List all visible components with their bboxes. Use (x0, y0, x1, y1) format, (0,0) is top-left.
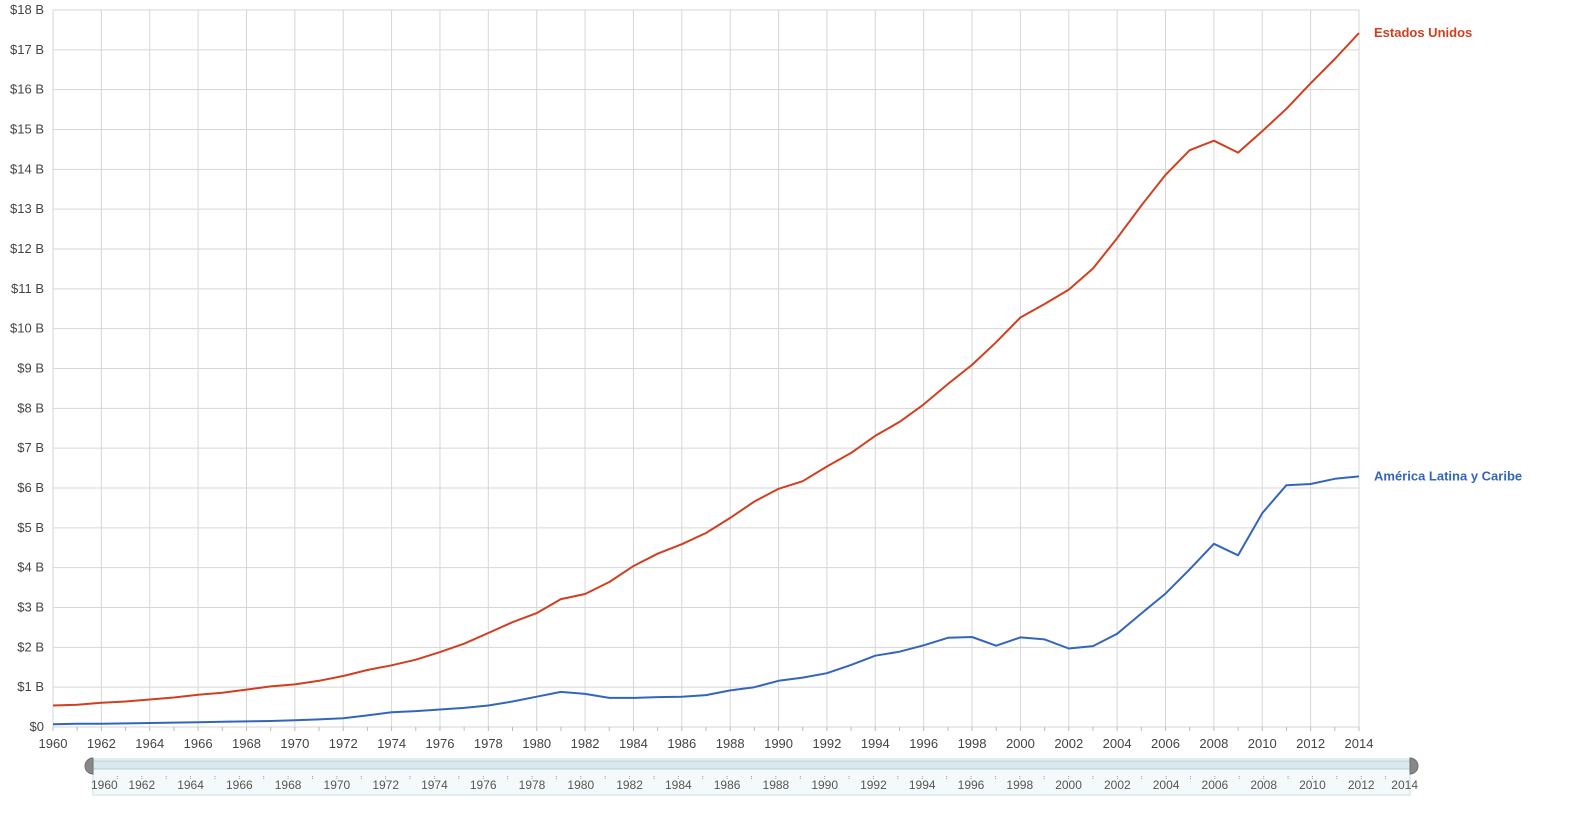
y-tick-label: $16 B (10, 82, 44, 97)
navigator-label: 2008 (1250, 778, 1277, 792)
navigator-label: 1964 (177, 778, 204, 792)
navigator-label: 1990 (811, 778, 838, 792)
x-tick-label: 1996 (909, 736, 938, 751)
x-tick-label: 1962 (87, 736, 116, 751)
navigator-label: 2010 (1299, 778, 1326, 792)
navigator-label: 2006 (1202, 778, 1229, 792)
grid (52, 9, 1360, 728)
y-tick-label: $6 B (17, 480, 44, 495)
time-range-navigator[interactable]: 1962 1964 1966 1968 1970 1972 1974 1976 1978 1980… (84, 757, 1419, 796)
navigator-label: 1966 (226, 778, 253, 792)
navigator-selected-range[interactable] (92, 760, 1411, 770)
navigator-label: 1974 (421, 778, 448, 792)
y-tick-label: $5 B (17, 520, 44, 535)
y-tick-label: $17 B (10, 42, 44, 57)
navigator-label: 1976 (470, 778, 497, 792)
navigator-label: 2000 (1055, 778, 1082, 792)
series-group: Estados Unidos América Latina y Caribe (52, 25, 1522, 726)
y-tick-label: $10 B (10, 321, 44, 336)
navigator-label: 1994 (909, 778, 936, 792)
y-tick-label: $18 B (10, 2, 44, 17)
navigator-label: 2004 (1153, 778, 1180, 792)
y-tick-label: $3 B (17, 600, 44, 615)
x-tick-label: 1990 (764, 736, 793, 751)
y-tick-label: $12 B (10, 241, 44, 256)
x-tick-label: 1992 (812, 736, 841, 751)
x-tick-label: 2010 (1248, 736, 1277, 751)
y-tick-label: $8 B (17, 400, 44, 415)
navigator-left-handle[interactable] (84, 757, 94, 775)
y-tick-label: $13 B (10, 201, 44, 216)
x-tick-label: 1978 (474, 736, 503, 751)
y-tick-label: $7 B (17, 440, 44, 455)
navigator-label: 1996 (958, 778, 985, 792)
y-axis: $0 $1 B $2 B $3 B $4 B $5 B $6 B $7 B $8 B $9 B $1… (10, 2, 44, 734)
x-tick-label: 1984 (619, 736, 648, 751)
x-tick-label: 2014 (1345, 736, 1374, 751)
navigator-label: 1986 (714, 778, 741, 792)
y-tick-label: $0 (30, 719, 44, 734)
navigator-label: 1972 (372, 778, 399, 792)
y-tick-label: $4 B (17, 560, 44, 575)
y-tick-label: $14 B (10, 161, 44, 176)
x-tick-label: 1968 (232, 736, 261, 751)
x-tick-label: 2004 (1103, 736, 1132, 751)
x-tick-label: 2012 (1296, 736, 1325, 751)
y-tick-label: $15 B (10, 122, 44, 137)
series-label-1: América Latina y Caribe (1374, 468, 1522, 483)
navigator-range-end: 2014 (1391, 778, 1418, 792)
x-tick-label: 1988 (716, 736, 745, 751)
series-line-0 (52, 32, 1360, 707)
series-label-0: Estados Unidos (1374, 25, 1472, 40)
y-tick-label: $1 B (17, 679, 44, 694)
navigator-label: 1980 (567, 778, 594, 792)
x-tick-label: 1960 (39, 736, 68, 751)
navigator-label: 1992 (860, 778, 887, 792)
navigator-label: 1968 (275, 778, 302, 792)
x-tick-label: 1982 (571, 736, 600, 751)
navigator-right-handle[interactable] (1409, 757, 1419, 775)
x-tick-label: 1972 (329, 736, 358, 751)
x-tick-label: 1986 (667, 736, 696, 751)
x-tick-label: 1998 (958, 736, 987, 751)
navigator-label: 1984 (665, 778, 692, 792)
x-tick-label: 1970 (280, 736, 309, 751)
navigator-label: 1988 (763, 778, 790, 792)
x-tick-label: 2006 (1151, 736, 1180, 751)
navigator-label: 1970 (324, 778, 351, 792)
x-tick-label: 2008 (1199, 736, 1228, 751)
x-tick-label: 1994 (861, 736, 890, 751)
x-tick-label: 1974 (377, 736, 406, 751)
navigator-label: 1962 (128, 778, 155, 792)
navigator-label: 2002 (1104, 778, 1131, 792)
navigator-range-start: 1960 (91, 778, 118, 792)
x-tick-label: 1980 (522, 736, 551, 751)
navigator-label: 1998 (1006, 778, 1033, 792)
x-axis: 1960 1962 1964 1966 1968 1970 1972 1974 1976 1978… (39, 727, 1374, 751)
navigator-label: 1982 (616, 778, 643, 792)
x-tick-label: 2002 (1054, 736, 1083, 751)
series-line-1 (52, 475, 1360, 726)
x-tick-label: 1964 (135, 736, 164, 751)
y-tick-label: $2 B (17, 639, 44, 654)
x-tick-label: 1966 (184, 736, 213, 751)
navigator-label: 1978 (519, 778, 546, 792)
navigator-label: 2012 (1348, 778, 1375, 792)
y-tick-label: $9 B (17, 361, 44, 376)
x-tick-label: 2000 (1006, 736, 1035, 751)
x-tick-label: 1976 (426, 736, 455, 751)
y-tick-label: $11 B (11, 281, 44, 296)
